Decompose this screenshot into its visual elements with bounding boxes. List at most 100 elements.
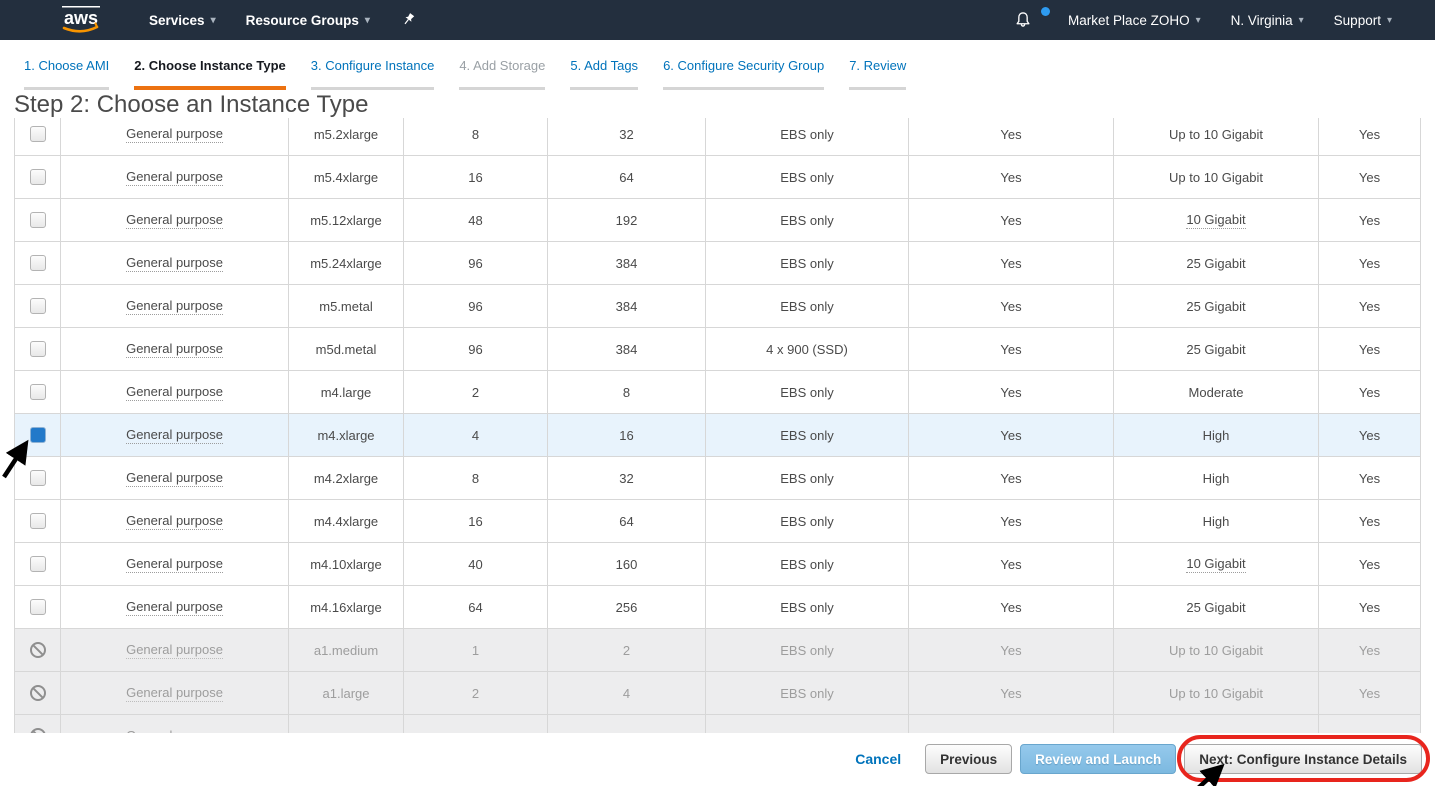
ebs-optimized-cell [909, 715, 1114, 733]
memory-cell: 64 [548, 500, 706, 542]
type-cell: m5.12xlarge [289, 199, 404, 241]
family-cell: General purpose [61, 715, 289, 733]
row-checkbox[interactable] [29, 169, 46, 185]
chevron-down-icon: ▾ [1386, 14, 1392, 26]
vcpus-cell: 4 [404, 414, 548, 456]
row-checkbox[interactable] [29, 556, 46, 572]
family-label: General purpose [126, 211, 223, 229]
top-navbar: aws Services ▾ Resource Groups ▾ Market Pla… [0, 0, 1435, 40]
nav-item-resource-groups[interactable]: Resource Groups ▾ [231, 13, 385, 28]
network-performance-cell: 25 Gigabit [1114, 242, 1319, 284]
table-row: General purpose m4.2xlarge 8 32 EBS only Yes H… [15, 457, 1420, 500]
select-cell [15, 285, 61, 327]
family-cell: General purpose [61, 414, 289, 456]
tab-6-configure-security-group[interactable]: 6. Configure Security Group [663, 58, 825, 90]
row-checkbox[interactable] [29, 298, 46, 314]
row-checkbox[interactable] [29, 255, 46, 271]
instance-storage-cell [706, 715, 909, 733]
network-performance-cell: Up to 10 Gigabit [1114, 629, 1319, 671]
notification-dot [1041, 7, 1051, 16]
family-label: General purpose [126, 598, 223, 616]
network-performance-label: 25 Gigabit [1186, 599, 1246, 615]
select-cell [15, 457, 61, 499]
memory-cell: 32 [548, 457, 706, 499]
ebs-optimized-cell: Yes [909, 199, 1114, 241]
nav-item-n-virginia[interactable]: N. Virginia ▾ [1216, 13, 1319, 28]
family-cell: General purpose [61, 543, 289, 585]
ebs-optimized-cell: Yes [909, 285, 1114, 327]
family-label: General purpose [126, 297, 223, 315]
ipv6-cell: Yes [1358, 169, 1381, 185]
family-cell: General purpose [61, 118, 289, 155]
review-and-launch-button[interactable]: Review and Launch [1020, 744, 1177, 774]
instance-storage-cell: EBS only [706, 242, 909, 284]
not-available-icon [29, 728, 46, 733]
ipv6-cell: Yes [1358, 298, 1381, 314]
nav-item-support[interactable]: Support ▾ [1319, 13, 1407, 28]
memory-cell: 8 [548, 371, 706, 413]
ebs-optimized-cell: Yes [909, 414, 1114, 456]
pushpin-icon[interactable] [385, 10, 431, 30]
next-configure-instance-details-button[interactable]: Next: Configure Instance Details [1184, 744, 1422, 774]
vcpus-cell: 96 [404, 242, 548, 284]
family-cell: General purpose [61, 586, 289, 628]
ipv6-cell: Yes [1358, 126, 1381, 142]
not-available-icon [29, 685, 46, 701]
nav-item-market-place-zoho[interactable]: Market Place ZOHO ▾ [1053, 13, 1216, 28]
notifications-bell-icon[interactable] [999, 7, 1051, 31]
network-performance-label: 25 Gigabit [1186, 255, 1246, 271]
row-checkbox[interactable] [29, 599, 46, 615]
network-performance-cell: Up to 10 Gigabit [1114, 672, 1319, 714]
row-checkbox[interactable] [29, 126, 46, 142]
nav-item-label: N. Virginia [1230, 12, 1293, 28]
row-checkbox[interactable] [29, 384, 46, 400]
tab-5-add-tags[interactable]: 5. Add Tags [570, 58, 639, 90]
row-checkbox[interactable] [29, 470, 46, 486]
type-cell: m4.16xlarge [289, 586, 404, 628]
table-row: General purpose m5.metal 96 384 EBS only Yes 2… [15, 285, 1420, 328]
cancel-link[interactable]: Cancel [855, 751, 902, 767]
network-performance-label: 10 Gigabit [1186, 211, 1246, 229]
instance-storage-cell: 4 x 900 (SSD) [706, 328, 909, 370]
previous-button[interactable]: Previous [925, 744, 1013, 774]
family-cell: General purpose [61, 285, 289, 327]
row-checkbox[interactable] [29, 341, 46, 357]
ipv6-cell: Yes [1358, 556, 1381, 572]
network-performance-cell: 25 Gigabit [1114, 285, 1319, 327]
aws-logo[interactable]: aws [58, 5, 104, 35]
ipv6-cell: Yes [1358, 341, 1381, 357]
tab-7-review[interactable]: 7. Review [849, 58, 907, 90]
tab-4-add-storage: 4. Add Storage [459, 58, 546, 90]
instance-storage-cell: EBS only [706, 199, 909, 241]
family-cell: General purpose [61, 328, 289, 370]
table-row: General purpose m5d.metal 96 384 4 x 900 (SS… [15, 328, 1420, 371]
network-performance-cell: 10 Gigabit [1114, 199, 1319, 241]
tab-1-choose-ami[interactable]: 1. Choose AMI [24, 58, 110, 90]
family-label: General purpose [126, 426, 223, 444]
type-cell [289, 715, 404, 733]
instance-storage-cell: EBS only [706, 629, 909, 671]
nav-left-menu: Services ▾ Resource Groups ▾ [134, 13, 385, 28]
network-performance-label: High [1202, 470, 1230, 486]
network-performance-label: 10 Gigabit [1186, 555, 1246, 573]
memory-cell: 384 [548, 285, 706, 327]
tab-3-configure-instance[interactable]: 3. Configure Instance [310, 58, 435, 90]
nav-item-services[interactable]: Services ▾ [134, 13, 231, 28]
family-cell: General purpose [61, 629, 289, 671]
vcpus-cell: 8 [404, 118, 548, 155]
family-cell: General purpose [61, 500, 289, 542]
select-cell [15, 242, 61, 284]
network-performance-cell: Moderate [1114, 371, 1319, 413]
nav-item-label: Services [149, 12, 205, 28]
memory-cell: 256 [548, 586, 706, 628]
family-cell: General purpose [61, 672, 289, 714]
type-cell: m4.10xlarge [289, 543, 404, 585]
row-checkbox[interactable] [29, 427, 46, 443]
memory-cell: 32 [548, 118, 706, 155]
ipv6-cell: Yes [1358, 470, 1381, 486]
row-checkbox[interactable] [29, 513, 46, 529]
family-label: General purpose [126, 641, 223, 659]
not-available-icon [29, 642, 46, 658]
nav-item-label: Support [1333, 12, 1381, 28]
row-checkbox[interactable] [29, 212, 46, 228]
